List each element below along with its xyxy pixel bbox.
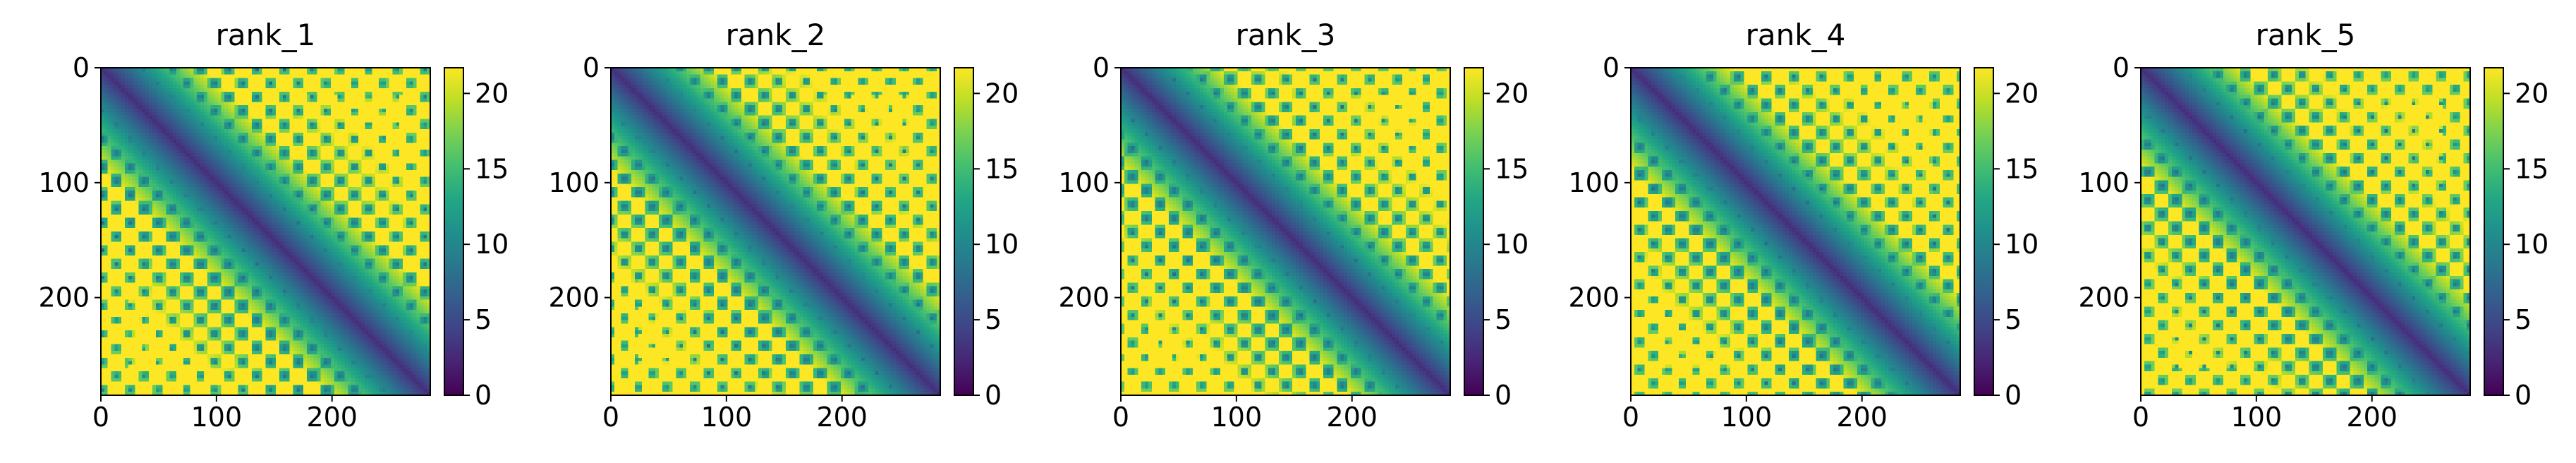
x-tick-label: 0 <box>602 402 619 433</box>
colorbar-tick-label: 5 <box>2515 304 2532 335</box>
panel-5: rank_5 0 100 200 0 100 200 0 5 10 15 20 <box>2078 18 2548 433</box>
y-tick-label: 100 <box>1058 167 1110 198</box>
y-tick-label: 100 <box>548 167 600 198</box>
colorbar-tick-label: 15 <box>2005 153 2039 184</box>
colorbar-tick-label: 10 <box>2005 229 2039 260</box>
panel-title: rank_1 <box>216 18 316 52</box>
axes-frame <box>2140 67 2471 396</box>
colorbar-tick-label: 10 <box>2515 229 2548 260</box>
panel-title: rank_2 <box>726 18 826 52</box>
heatmap-image <box>1121 68 1450 395</box>
panel-1: rank_1 0 100 200 0 100 200 0 5 10 15 20 <box>38 18 509 433</box>
y-tick-label: 200 <box>38 282 90 313</box>
x-tick-label: 0 <box>1622 402 1639 433</box>
axes-frame <box>100 67 431 396</box>
colorbar-tick-label: 20 <box>2005 78 2039 109</box>
x-tick-label: 100 <box>1721 402 1773 433</box>
panel-4: rank_4 0 100 200 0 100 200 0 5 10 15 20 <box>1568 18 2039 433</box>
colorbar <box>1974 67 1994 396</box>
colorbar-tick-label: 20 <box>475 78 509 109</box>
colorbar-tick-label: 0 <box>475 380 492 411</box>
panel-2: rank_2 0 100 200 0 100 200 0 5 10 15 20 <box>548 18 1019 433</box>
y-tick-label: 200 <box>548 282 600 313</box>
colorbar-tick-label: 0 <box>1495 380 1512 411</box>
heatmap-image <box>101 68 430 395</box>
panel-3: rank_3 0 100 200 0 100 200 0 5 10 15 20 <box>1058 18 1529 433</box>
x-tick-label: 200 <box>1326 402 1378 433</box>
colorbar-tick-label: 5 <box>985 304 1002 335</box>
colorbar-tick-label: 5 <box>475 304 492 335</box>
colorbar <box>954 67 974 396</box>
x-tick-label: 100 <box>191 402 243 433</box>
colorbar-tick-label: 15 <box>985 153 1019 184</box>
axes-frame <box>610 67 941 396</box>
y-tick-label: 0 <box>1093 52 1110 83</box>
panel-title: rank_4 <box>1746 18 1846 52</box>
x-tick-label: 200 <box>2346 402 2398 433</box>
y-tick-label: 0 <box>2113 52 2130 83</box>
y-tick-label: 0 <box>583 52 600 83</box>
panel-title: rank_5 <box>2256 18 2356 52</box>
x-tick-label: 0 <box>92 402 109 433</box>
colorbar-tick-label: 0 <box>2515 380 2532 411</box>
colorbar-tick-label: 5 <box>1495 304 1512 335</box>
colorbar <box>2484 67 2504 396</box>
x-tick-label: 200 <box>306 402 358 433</box>
y-tick-label: 100 <box>38 167 90 198</box>
colorbar <box>1464 67 1484 396</box>
x-tick-label: 100 <box>1211 402 1263 433</box>
colorbar-tick-label: 20 <box>985 78 1019 109</box>
colorbar-tick-label: 20 <box>1495 78 1529 109</box>
y-tick-label: 0 <box>1603 52 1620 83</box>
colorbar-tick-label: 15 <box>2515 153 2548 184</box>
x-tick-label: 0 <box>2132 402 2149 433</box>
y-tick-label: 100 <box>2078 167 2130 198</box>
x-tick-label: 100 <box>2231 402 2283 433</box>
colorbar-tick-label: 10 <box>1495 229 1529 260</box>
heatmap-image <box>1631 68 1960 395</box>
y-tick-label: 200 <box>1568 282 1620 313</box>
colorbar-tick-label: 15 <box>475 153 509 184</box>
axes-frame <box>1120 67 1451 396</box>
y-tick-label: 200 <box>1058 282 1110 313</box>
colorbar-tick-label: 0 <box>985 380 1002 411</box>
x-tick-label: 200 <box>1836 402 1888 433</box>
panel-title: rank_3 <box>1236 18 1336 52</box>
colorbar-tick-label: 5 <box>2005 304 2022 335</box>
heatmap-image <box>2141 68 2470 395</box>
x-tick-label: 200 <box>816 402 868 433</box>
colorbar-tick-label: 15 <box>1495 153 1529 184</box>
y-tick-label: 0 <box>73 52 90 83</box>
y-tick-label: 200 <box>2078 282 2130 313</box>
colorbar-tick-label: 10 <box>985 229 1019 260</box>
colorbar-tick-label: 20 <box>2515 78 2548 109</box>
x-tick-label: 0 <box>1112 402 1129 433</box>
x-tick-label: 100 <box>701 402 753 433</box>
colorbar-tick-label: 0 <box>2005 380 2022 411</box>
heatmap-image <box>611 68 940 395</box>
colorbar-tick-label: 10 <box>475 229 509 260</box>
y-tick-label: 100 <box>1568 167 1620 198</box>
colorbar <box>444 67 464 396</box>
axes-frame <box>1630 67 1961 396</box>
